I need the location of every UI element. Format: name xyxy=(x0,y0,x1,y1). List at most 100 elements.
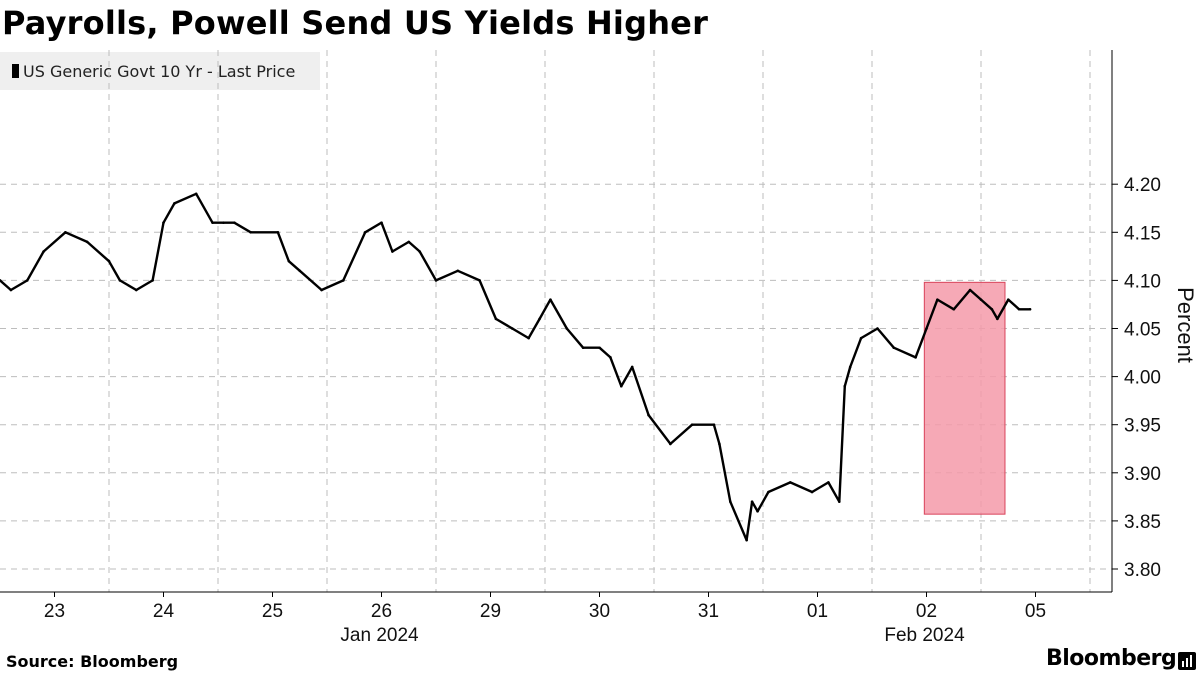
data-point xyxy=(298,269,302,273)
data-point xyxy=(494,317,498,321)
data-point xyxy=(925,327,928,330)
data-point xyxy=(756,509,759,513)
y-tick-label: 3.80 xyxy=(1124,560,1161,581)
data-point xyxy=(750,500,754,503)
data-point xyxy=(391,250,394,253)
x-tick-label: 30 xyxy=(589,601,610,622)
x-group-label: Feb 2024 xyxy=(884,625,965,646)
data-point xyxy=(342,279,345,282)
x-tick-label: 01 xyxy=(807,601,828,622)
data-point xyxy=(287,259,291,263)
data-point xyxy=(990,307,994,311)
y-tick-label: 4.15 xyxy=(1124,223,1161,244)
data-point xyxy=(194,192,198,196)
data-point xyxy=(788,481,792,484)
data-point xyxy=(418,250,421,253)
series-line xyxy=(0,192,1032,542)
chart-title: Payrolls, Powell Send US Yields Higher xyxy=(2,4,709,42)
data-point xyxy=(838,500,841,503)
y-tick-label: 4.05 xyxy=(1124,320,1161,341)
x-tick-label: 24 xyxy=(153,601,175,622)
data-point xyxy=(64,231,67,234)
x-tick-label: 31 xyxy=(698,601,719,622)
brand-logo: Bloomberg xyxy=(1046,646,1177,671)
data-point xyxy=(118,279,122,282)
legend: US Generic Govt 10 Yr - Last Price xyxy=(0,52,320,90)
data-point xyxy=(892,346,896,350)
data-point xyxy=(320,288,323,292)
data-point xyxy=(380,221,383,224)
y-tick-label: 3.90 xyxy=(1124,464,1161,485)
data-point xyxy=(630,365,634,369)
data-point xyxy=(9,288,13,292)
data-point xyxy=(407,240,411,244)
source-note: Source: Bloomberg xyxy=(6,652,179,671)
data-point xyxy=(42,250,45,253)
data-point xyxy=(712,423,716,427)
y-tick-label: 4.00 xyxy=(1124,368,1161,389)
data-point xyxy=(434,279,438,282)
data-point xyxy=(810,490,814,494)
legend-label: US Generic Govt 10 Yr - Last Price xyxy=(23,61,296,81)
y-tick-label: 3.85 xyxy=(1124,512,1161,533)
data-point xyxy=(363,231,367,234)
data-point xyxy=(996,317,999,321)
data-point xyxy=(598,346,601,350)
y-tick-label: 3.95 xyxy=(1124,416,1161,437)
x-tick-label: 26 xyxy=(371,601,392,622)
data-point xyxy=(511,327,514,330)
x-tick-label: 05 xyxy=(1025,601,1046,622)
data-point xyxy=(151,279,154,282)
data-point xyxy=(549,298,552,301)
data-point xyxy=(276,231,280,234)
data-point xyxy=(1006,298,1010,301)
data-point xyxy=(581,346,585,350)
data-point xyxy=(859,336,863,340)
data-point xyxy=(478,279,481,282)
data-point xyxy=(848,365,852,369)
data-point xyxy=(85,240,89,244)
data-point xyxy=(565,327,569,330)
y-tick-label: 4.20 xyxy=(1124,175,1161,196)
data-point xyxy=(0,279,2,282)
data-point xyxy=(827,481,830,484)
x-tick-label: 02 xyxy=(916,601,937,622)
data-point xyxy=(222,221,225,224)
data-point xyxy=(914,356,917,359)
data-point xyxy=(173,202,176,205)
highlight-box xyxy=(923,281,1006,515)
data-point xyxy=(767,490,770,494)
y-axis-title: Percent xyxy=(1173,287,1198,363)
data-point xyxy=(233,221,236,224)
data-point xyxy=(647,413,650,417)
data-point xyxy=(249,231,252,234)
data-point xyxy=(134,288,138,292)
data-point xyxy=(107,259,111,263)
data-point xyxy=(25,279,29,282)
data-point xyxy=(162,221,165,224)
legend-swatch xyxy=(12,64,19,78)
data-point xyxy=(538,317,541,321)
x-tick-label: 23 xyxy=(44,601,65,622)
data-point xyxy=(729,500,732,503)
data-point xyxy=(718,442,721,446)
x-tick-label: 25 xyxy=(262,601,283,622)
data-point xyxy=(1028,307,1032,311)
data-point xyxy=(952,307,956,311)
bloomberg-terminal-icon xyxy=(1178,652,1196,670)
data-point xyxy=(979,298,983,301)
data-point xyxy=(1017,307,1021,311)
data-point xyxy=(609,356,612,359)
data-point xyxy=(527,336,530,340)
data-point xyxy=(211,221,214,224)
data-point xyxy=(936,298,939,301)
data-point xyxy=(690,423,694,427)
data-point xyxy=(456,269,460,273)
x-group-label: Jan 2024 xyxy=(340,625,419,646)
data-point xyxy=(876,327,879,330)
data-point xyxy=(745,538,748,542)
data-point xyxy=(843,384,847,388)
y-tick-label: 4.10 xyxy=(1124,271,1161,292)
data-point xyxy=(968,288,972,292)
